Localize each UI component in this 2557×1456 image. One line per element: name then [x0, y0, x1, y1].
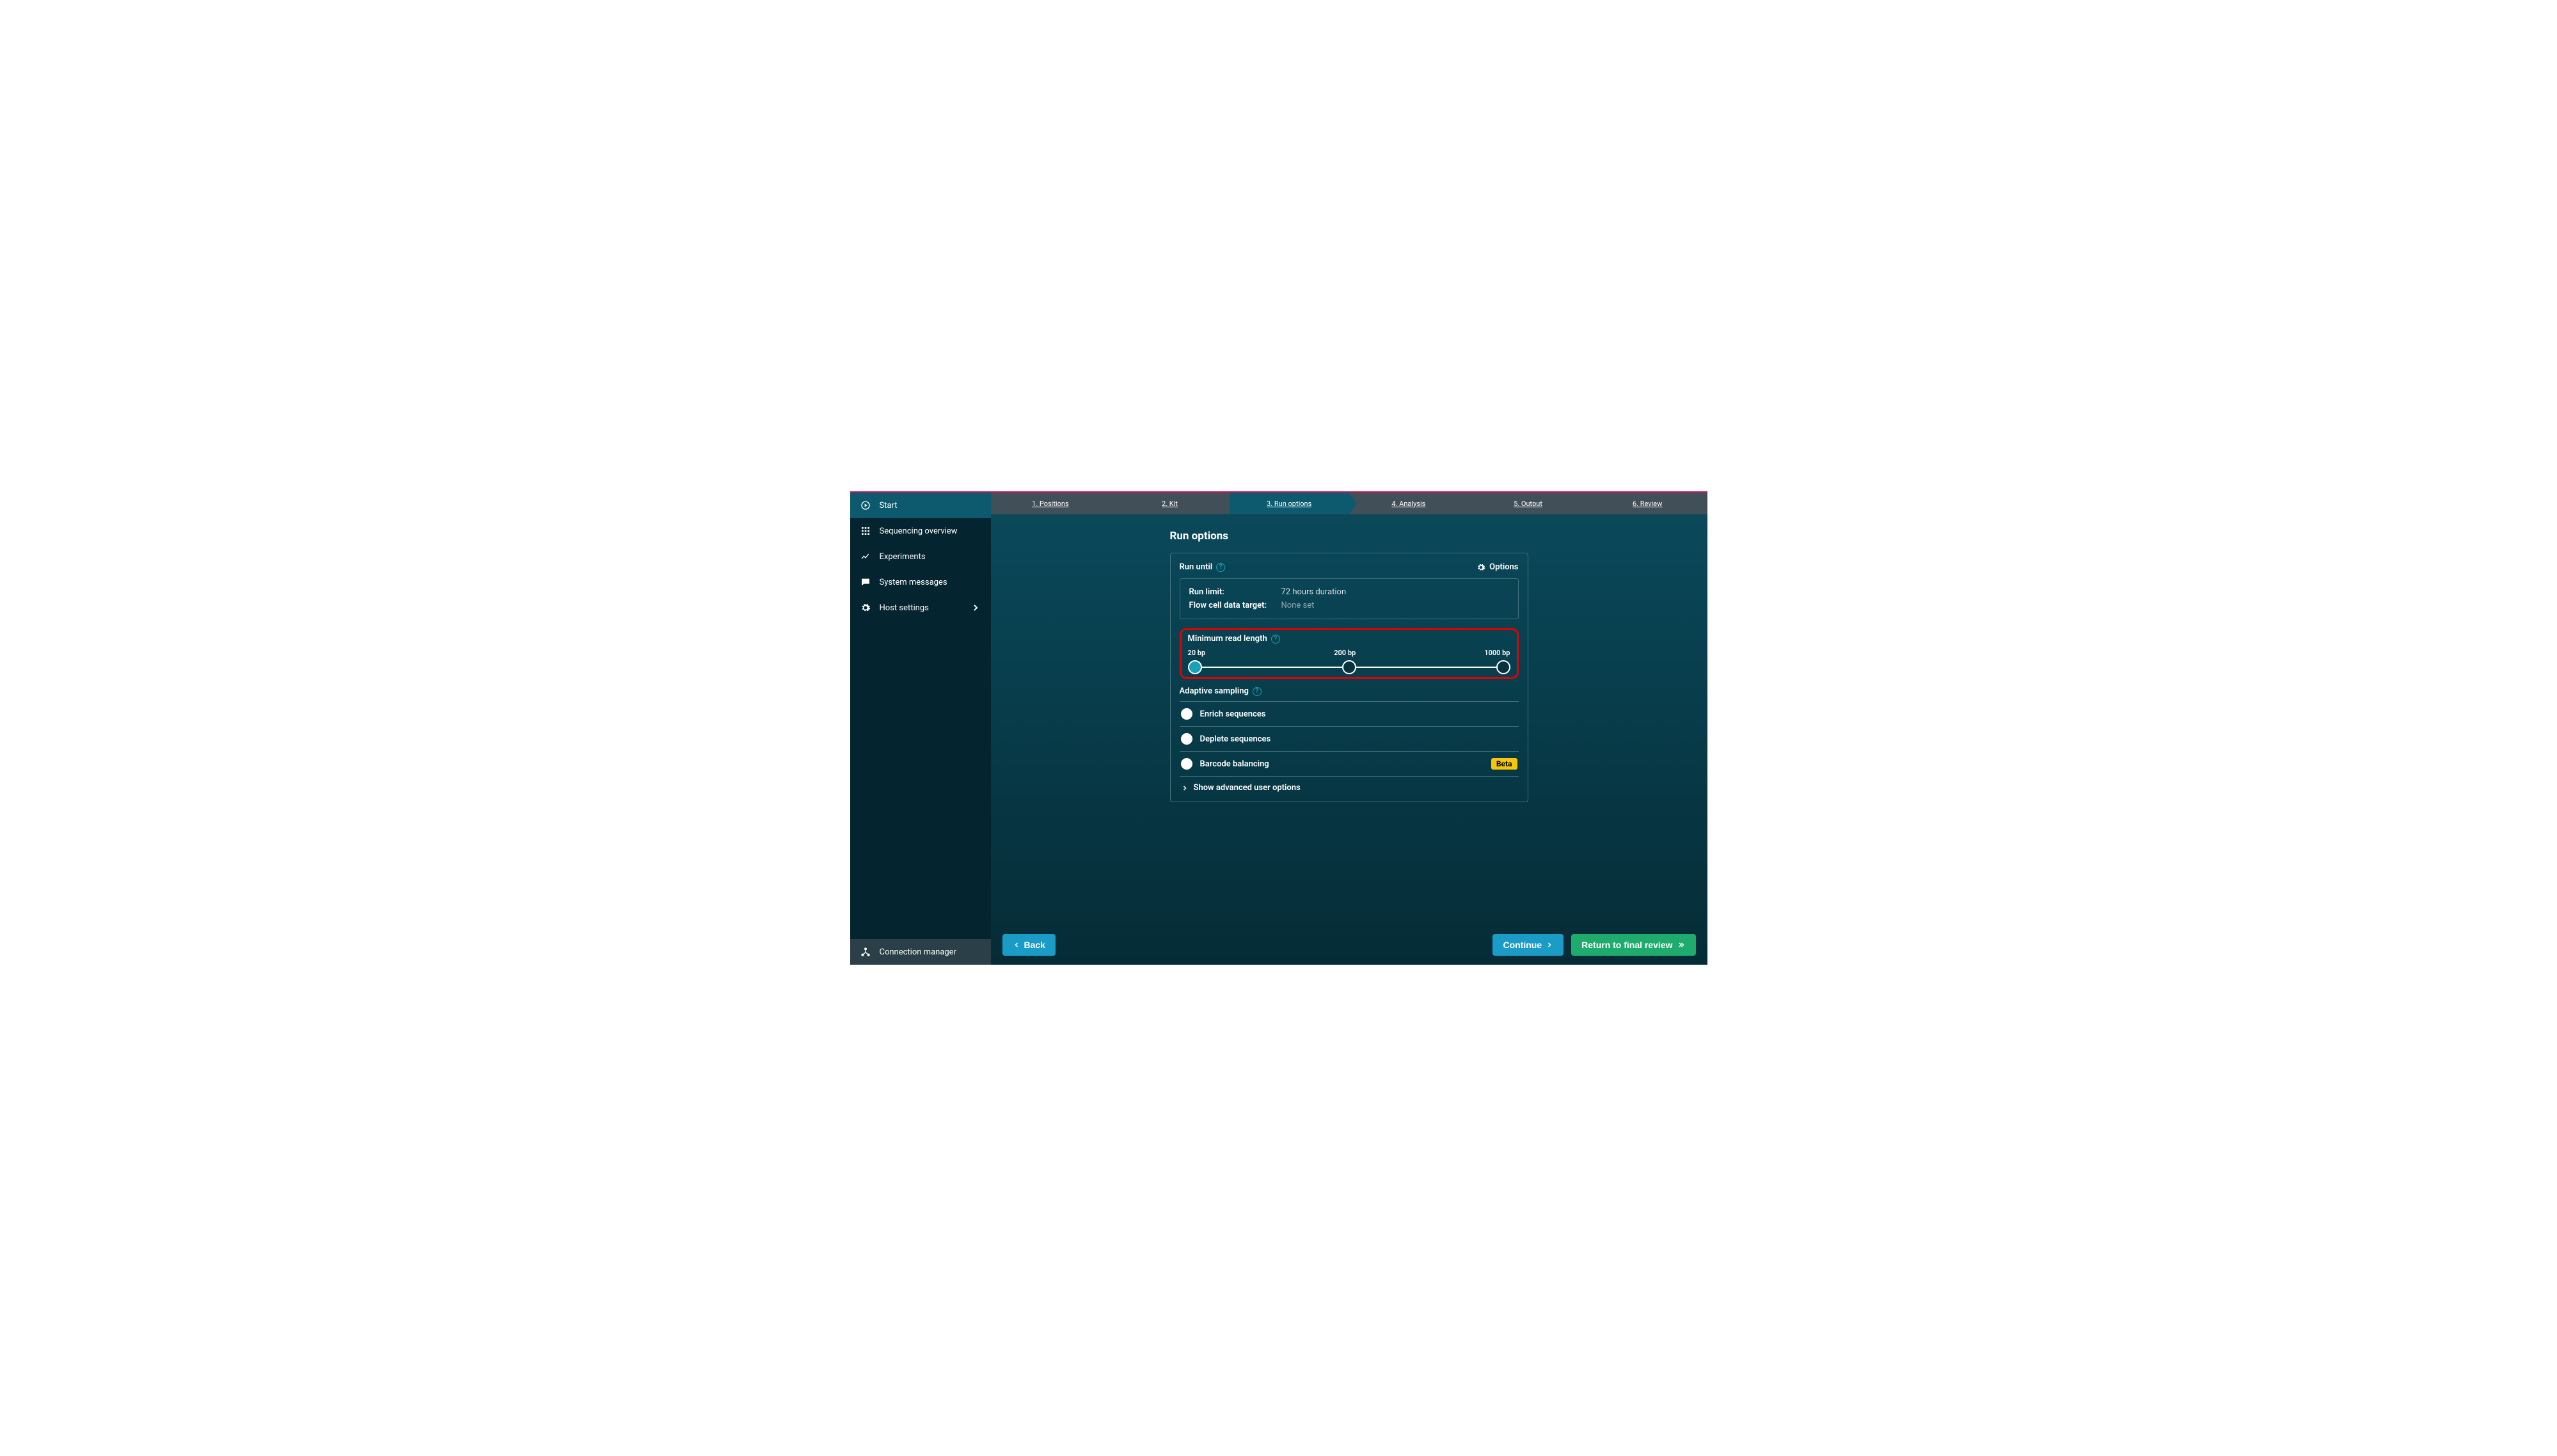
slider-label: 1000 bp: [1484, 649, 1510, 657]
slider-labels: 20 bp 200 bp 1000 bp: [1188, 649, 1510, 657]
content-inner: Run options Run until ?: [1170, 530, 1528, 925]
info-row: Run limit: 72 hours duration: [1189, 585, 1509, 599]
sidebar-item-label: Host settings: [880, 603, 929, 613]
sidebar-item-label: Sequencing overview: [880, 526, 958, 536]
min-read-heading: Minimum read length: [1188, 634, 1267, 644]
show-advanced-toggle[interactable]: Show advanced user options: [1180, 777, 1519, 796]
step-label: 1. Positions: [1032, 500, 1069, 508]
min-read-length-section: Minimum read length ? 20 bp 200 bp 1000 …: [1180, 628, 1519, 679]
message-icon: [860, 577, 871, 587]
radio-label: Enrich sequences: [1200, 709, 1266, 719]
run-until-header: Run until ? Options: [1180, 562, 1519, 572]
grid-icon: [860, 526, 871, 536]
slider-handle-20bp[interactable]: [1188, 660, 1202, 674]
sidebar-item-start[interactable]: Start: [850, 493, 991, 518]
hub-icon: [860, 947, 871, 957]
options-button[interactable]: Options: [1476, 562, 1518, 572]
chevron-right-icon: [1181, 784, 1189, 792]
advanced-label: Show advanced user options: [1194, 783, 1301, 793]
min-read-slider[interactable]: 20 bp 200 bp 1000 bp: [1188, 649, 1510, 668]
main-row: Start Sequencing overview Experiments: [850, 493, 1707, 965]
app-frame: Start Sequencing overview Experiments: [850, 491, 1707, 965]
back-button[interactable]: Back: [1002, 934, 1056, 956]
radio-label: Barcode balancing: [1200, 759, 1269, 769]
sidebar-item-connection-manager[interactable]: Connection manager: [850, 939, 991, 965]
footer-bar: Back Continue Return to final review: [991, 925, 1707, 965]
slider-handle-1000bp[interactable]: [1496, 660, 1510, 674]
step-kit[interactable]: 2. Kit: [1110, 493, 1230, 514]
radio-icon: [1181, 708, 1192, 720]
info-key: Flow cell data target:: [1189, 601, 1272, 610]
back-label: Back: [1024, 940, 1045, 950]
gear-icon: [860, 603, 871, 613]
step-label: 4. Analysis: [1391, 500, 1425, 508]
step-label: 6. Review: [1633, 500, 1662, 508]
step-label: 5. Output: [1514, 500, 1542, 508]
info-row: Flow cell data target: None set: [1189, 599, 1509, 612]
sidebar-item-experiments[interactable]: Experiments: [850, 544, 991, 569]
sidebar-item-sequencing-overview[interactable]: Sequencing overview: [850, 518, 991, 544]
info-value: None set: [1281, 601, 1315, 610]
slider-handle-200bp[interactable]: [1342, 660, 1356, 674]
step-label: 2. Kit: [1162, 500, 1178, 508]
options-label: Options: [1489, 562, 1518, 572]
radio-barcode-balancing[interactable]: Barcode balancing Beta: [1180, 752, 1519, 776]
section-title: Adaptive sampling ?: [1180, 686, 1519, 696]
chevron-right-icon: [970, 603, 981, 613]
chevron-left-icon: [1013, 941, 1020, 949]
radio-label: Deplete sequences: [1200, 734, 1271, 744]
step-review[interactable]: 6. Review: [1588, 493, 1707, 514]
step-positions[interactable]: 1. Positions: [991, 493, 1111, 514]
chevron-right-icon: [1546, 941, 1553, 949]
slider-label: 20 bp: [1188, 649, 1206, 657]
sidebar-item-label: System messages: [880, 578, 947, 587]
step-analysis[interactable]: 4. Analysis: [1349, 493, 1469, 514]
sidebar: Start Sequencing overview Experiments: [850, 493, 991, 965]
page-title: Run options: [1170, 530, 1528, 542]
stepper: 1. Positions 2. Kit 3. Run options 4. An…: [991, 493, 1707, 514]
info-value: 72 hours duration: [1281, 587, 1347, 597]
run-until-heading: Run until: [1180, 562, 1213, 572]
sidebar-item-host-settings[interactable]: Host settings: [850, 595, 991, 621]
sidebar-item-label: Experiments: [880, 552, 926, 562]
sidebar-top: Start Sequencing overview Experiments: [850, 493, 991, 939]
review-label: Return to final review: [1581, 940, 1672, 950]
help-icon[interactable]: ?: [1271, 635, 1280, 644]
content: Run options Run until ?: [991, 514, 1707, 925]
play-circle-icon: [860, 500, 871, 510]
slider-label: 200 bp: [1334, 649, 1356, 657]
continue-button[interactable]: Continue: [1492, 934, 1563, 956]
sidebar-footer-label: Connection manager: [880, 947, 957, 957]
continue-label: Continue: [1503, 940, 1542, 950]
step-label: 3. Run options: [1267, 500, 1311, 508]
radio-icon: [1181, 758, 1192, 770]
return-to-review-button[interactable]: Return to final review: [1571, 934, 1695, 956]
sidebar-item-system-messages[interactable]: System messages: [850, 569, 991, 595]
gear-icon: [1476, 563, 1485, 572]
help-icon[interactable]: ?: [1216, 563, 1225, 572]
double-chevron-right-icon: [1677, 941, 1686, 949]
slider-track: [1195, 667, 1503, 668]
step-run-options[interactable]: 3. Run options: [1230, 493, 1349, 514]
beta-badge: Beta: [1491, 758, 1517, 770]
section-title: Minimum read length ?: [1188, 634, 1510, 644]
step-output[interactable]: 5. Output: [1468, 493, 1588, 514]
chart-line-icon: [860, 551, 871, 562]
right-area: 1. Positions 2. Kit 3. Run options 4. An…: [991, 493, 1707, 965]
info-key: Run limit:: [1189, 587, 1272, 597]
run-until-infobox: Run limit: 72 hours duration Flow cell d…: [1180, 578, 1519, 619]
adaptive-heading: Adaptive sampling: [1180, 686, 1249, 696]
sidebar-item-label: Start: [880, 501, 898, 510]
radio-enrich-sequences[interactable]: Enrich sequences: [1180, 702, 1519, 726]
run-options-card: Run until ? Options: [1170, 553, 1528, 802]
help-icon[interactable]: ?: [1253, 687, 1262, 696]
radio-icon: [1181, 733, 1192, 745]
radio-deplete-sequences[interactable]: Deplete sequences: [1180, 727, 1519, 751]
